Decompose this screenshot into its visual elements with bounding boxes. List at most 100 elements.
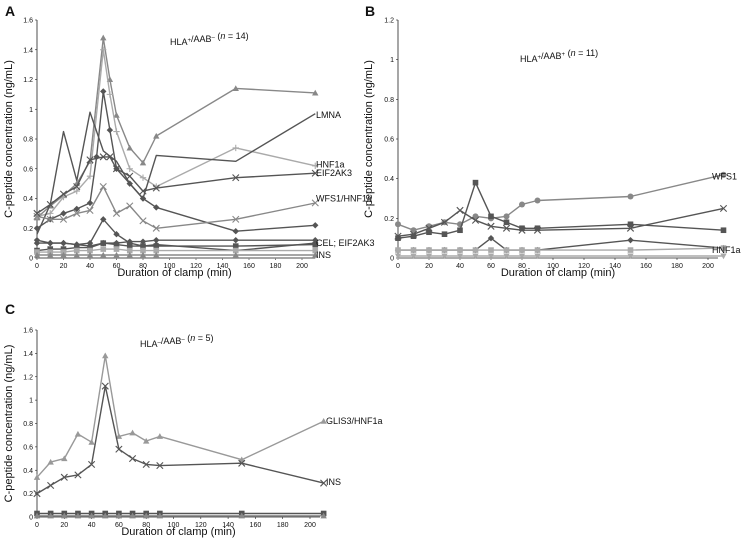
group-title-part: /AAB (161, 336, 182, 346)
data-point-s5 (720, 245, 727, 251)
data-point-s6 (46, 200, 54, 209)
data-point-s4 (126, 180, 133, 187)
data-point-s3 (394, 232, 402, 240)
data-point-s5 (441, 247, 448, 253)
data-point-s2 (320, 479, 328, 487)
series-line-s5 (36, 185, 316, 230)
gene-label: CEL; EIF2AK3 (316, 238, 375, 248)
group-title-part: /AAB (191, 34, 212, 44)
data-point-s4 (115, 512, 123, 519)
data-point-s9 (126, 243, 133, 249)
data-point-s6 (126, 172, 134, 180)
data-point-s1 (534, 197, 541, 204)
data-point-s4 (232, 228, 239, 235)
data-point-s1 (139, 159, 147, 166)
data-point-s3 (719, 204, 728, 213)
y-tick-label: 1.2 (384, 18, 394, 25)
y-tick-label: 0.6 (23, 166, 33, 173)
data-point-s9 (140, 243, 146, 249)
data-point-s11 (312, 251, 319, 258)
data-point-s1 (156, 433, 164, 439)
data-point-s1 (410, 227, 417, 234)
data-point-s3 (471, 216, 480, 224)
y-tick-label: 1 (390, 57, 394, 64)
data-point-s1 (720, 171, 727, 178)
y-tick-label: 1 (29, 107, 33, 114)
data-point-s9 (87, 244, 93, 251)
data-point-s3 (487, 222, 495, 230)
y-tick-label: 0.4 (23, 468, 33, 475)
y-tick-label: 1.2 (23, 374, 33, 381)
data-point-s1 (472, 213, 479, 220)
group-title-part: ( (215, 31, 221, 41)
x-tick-label: 200 (304, 522, 316, 529)
x-axis-label: Duration of clamp (min) (117, 267, 231, 279)
x-tick-label: 160 (640, 263, 652, 270)
x-tick-label: 140 (217, 263, 229, 270)
data-point-s2 (534, 225, 541, 232)
data-point-s4 (129, 512, 136, 519)
x-tick-label: 60 (115, 522, 123, 529)
data-point-s2 (238, 459, 246, 467)
data-point-s4 (153, 204, 160, 211)
y-tick-label: 1.2 (23, 77, 33, 84)
data-point-s9 (312, 241, 319, 248)
data-point-s11 (232, 251, 239, 258)
data-point-s5 (503, 247, 510, 253)
data-point-s1 (61, 455, 68, 462)
data-point-s3 (502, 224, 511, 232)
x-axis-label: Duration of clamp (min) (121, 526, 235, 538)
panel-letter: C (5, 301, 15, 317)
gene-label: HNF1a (316, 159, 345, 169)
data-point-s5 (395, 247, 401, 253)
data-point-s3 (626, 224, 635, 232)
data-point-s8 (126, 238, 133, 245)
data-point-s7 (113, 231, 120, 238)
data-point-s6 (112, 165, 121, 173)
data-point-s1 (100, 34, 107, 41)
data-point-s2 (232, 144, 239, 152)
y-tick-label: 1.6 (23, 18, 33, 25)
data-point-s5 (472, 247, 479, 253)
data-point-s3 (409, 230, 418, 238)
data-point-s5 (46, 215, 54, 223)
y-axis-label: C-peptide concentration (ng/mL) (3, 60, 15, 218)
data-point-s10 (100, 246, 107, 252)
data-point-s10 (126, 247, 133, 254)
data-point-s6 (487, 253, 495, 260)
y-tick-label: 0.4 (23, 196, 33, 203)
data-point-s5 (59, 215, 68, 223)
data-point-s6 (86, 156, 94, 164)
x-tick-label: 20 (425, 263, 433, 270)
data-point-s11 (47, 251, 54, 258)
data-point-s6 (139, 187, 147, 195)
data-point-s5 (126, 202, 134, 210)
data-point-s2 (457, 227, 463, 234)
data-point-s2 (426, 229, 432, 236)
x-tick-label: 40 (456, 263, 464, 270)
gene-label: EIF2AK3 (316, 168, 352, 178)
data-point-s1 (153, 132, 160, 139)
series-line-s1 (36, 355, 324, 478)
data-point-s4 (33, 225, 41, 232)
x-tick-label: 180 (671, 263, 683, 270)
x-tick-label: 180 (277, 522, 289, 529)
y-axis-label: C-peptide concentration (ng/mL) (3, 345, 15, 503)
data-point-s2 (128, 454, 137, 463)
y-tick-label: 0.6 (384, 137, 394, 144)
data-point-s2 (126, 165, 133, 172)
data-point-s8 (47, 239, 54, 247)
data-point-s8 (153, 236, 160, 244)
data-point-s2 (86, 172, 94, 180)
data-point-s2 (106, 91, 114, 98)
data-point-s1 (88, 439, 95, 445)
x-tick-label: 0 (396, 263, 400, 270)
data-point-s4 (100, 88, 107, 95)
data-point-s9 (60, 246, 67, 252)
group-title-part: HLA (140, 339, 158, 349)
group-title-part: – (158, 340, 162, 346)
data-point-s6 (311, 169, 319, 177)
data-point-s8 (33, 239, 41, 247)
data-point-s2 (139, 174, 147, 181)
group-title: HLA+/AAB+ (n = 11) (520, 48, 598, 64)
